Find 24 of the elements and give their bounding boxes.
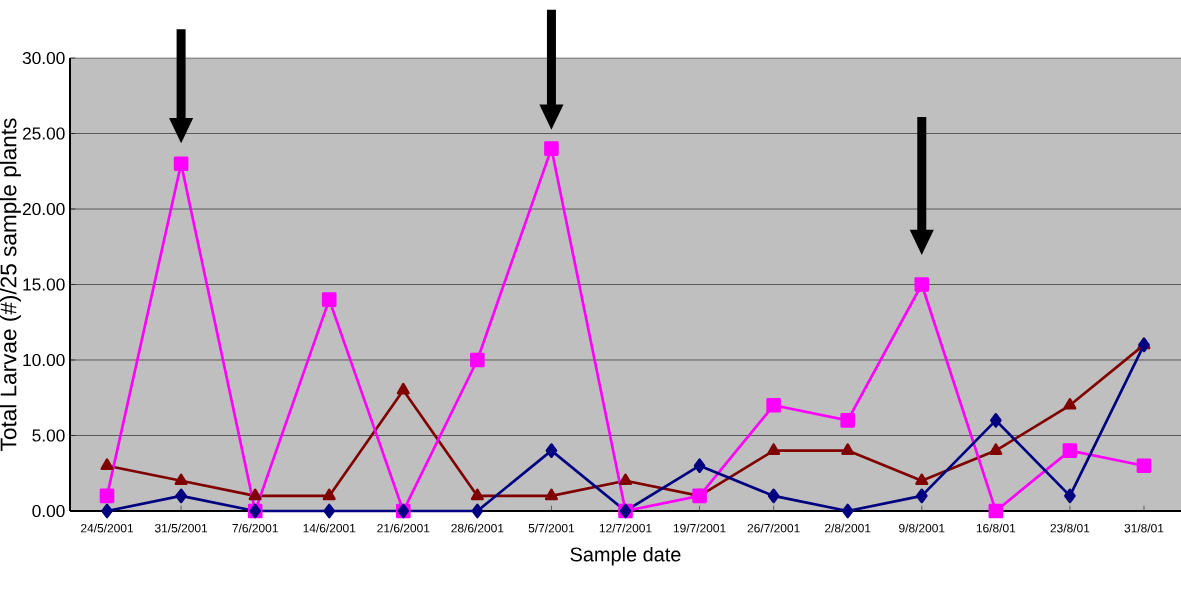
x-tick-label: 19/7/2001 [673, 523, 726, 533]
x-tick-label: 14/6/2001 [303, 523, 356, 533]
y-axis-title: Total Larvae (#)/25 sample plants [0, 118, 21, 451]
x-tick-label: 2/8/2001 [825, 523, 871, 533]
y-tick-label: 10.00 [23, 353, 65, 367]
x-tick-label: 12/7/2001 [599, 523, 652, 533]
y-tick-label: 15.00 [23, 278, 65, 291]
x-tick-label: 21/6/2001 [377, 523, 430, 533]
y-tick-label: 20.00 [22, 202, 65, 216]
y-tick-label: 5.00 [32, 429, 65, 442]
x-tick-label: 28/6/2001 [451, 523, 504, 533]
x-tick-label: 26/7/2001 [747, 523, 800, 533]
x-tick-label: 5/7/2001 [528, 523, 575, 533]
x-tick-label: 24/5/2001 [81, 523, 134, 533]
x-tick-label: 23/8/01 [1050, 523, 1090, 533]
x-tick-label: 31/5/2001 [154, 523, 208, 533]
x-tick-label: 16/8/01 [976, 523, 1016, 533]
y-tick-label: 25.00 [22, 127, 65, 140]
x-tick-label: 31/8/01 [1124, 523, 1164, 533]
y-tick-label: 30.00 [22, 51, 65, 65]
x-axis-title: Sample date [570, 546, 681, 566]
y-tick-label: 0.00 [32, 504, 65, 518]
x-tick-label: 9/8/2001 [899, 523, 945, 533]
x-tick-label: 7/6/2001 [232, 523, 278, 533]
